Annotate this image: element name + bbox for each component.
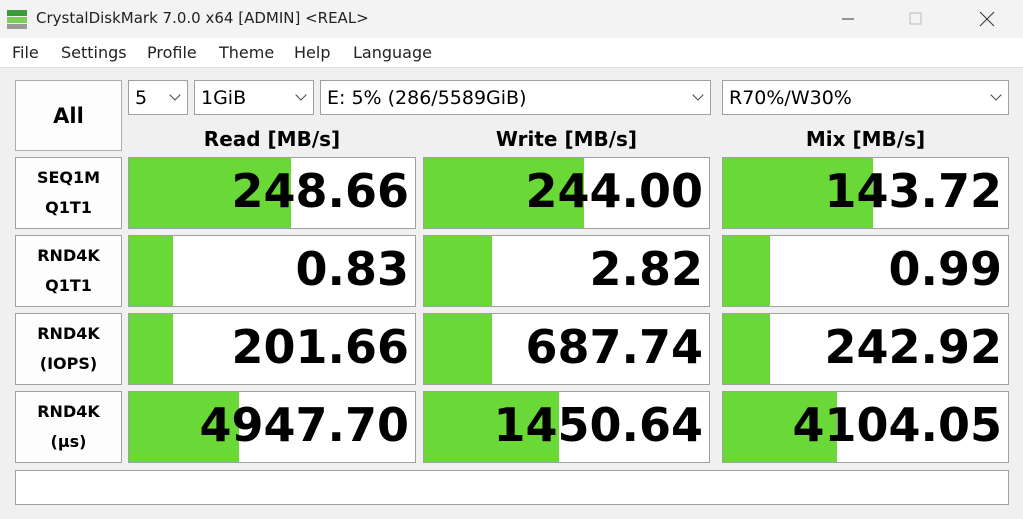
result-bar — [424, 158, 584, 228]
count-dropdown[interactable]: 5 — [128, 80, 188, 115]
count-value: 5 — [135, 87, 148, 109]
result-cell: 4947.70 — [128, 391, 416, 463]
column-header: Read [MB/s] — [203, 127, 341, 151]
window-controls[interactable] — [830, 10, 1010, 28]
result-bar — [723, 392, 837, 462]
result-value: 687.74 — [525, 320, 703, 374]
row-label-line: RND4K — [37, 324, 100, 343]
menu-item[interactable]: File — [12, 43, 39, 62]
result-bar — [723, 236, 770, 306]
menu-item[interactable]: Settings — [61, 43, 127, 62]
drive-dropdown[interactable]: E: 5% (286/5589GiB) — [320, 80, 711, 115]
result-bar — [723, 158, 873, 228]
row-label-line: (μs) — [50, 432, 87, 451]
result-value: 242.92 — [824, 320, 1002, 374]
result-bar — [129, 158, 291, 228]
result-cell: 242.92 — [722, 313, 1009, 385]
result-bar — [424, 236, 492, 306]
row-label: SEQ1M Q1T1 — [15, 157, 122, 229]
title-bar: CrystalDiskMark 7.0.0 x64 [ADMIN] <REAL> — [0, 0, 1023, 38]
row-label-line: Q1T1 — [45, 198, 92, 217]
size-value: 1GiB — [201, 87, 247, 109]
column-header: Mix [MB/s] — [805, 127, 926, 151]
result-cell: 201.66 — [128, 313, 416, 385]
result-bar — [129, 392, 239, 462]
result-cell: 687.74 — [423, 313, 710, 385]
result-cell: 248.66 — [128, 157, 416, 229]
menu-item[interactable]: Language — [353, 43, 432, 62]
result-bar — [129, 236, 173, 306]
comment-box[interactable] — [15, 470, 1009, 505]
result-cell: 4104.05 — [722, 391, 1009, 463]
result-value: 143.72 — [824, 164, 1002, 218]
column-header: Write [MB/s] — [495, 127, 638, 151]
row-label-line: RND4K — [37, 402, 100, 421]
menu-item[interactable]: Theme — [219, 43, 275, 62]
result-value: 4104.05 — [792, 398, 1002, 452]
app-icon — [7, 10, 27, 29]
row-label-line: (IOPS) — [39, 354, 98, 373]
row-label: RND4K (IOPS) — [15, 313, 122, 385]
result-cell: 244.00 — [423, 157, 710, 229]
window-title: CrystalDiskMark 7.0.0 x64 [ADMIN] <REAL> — [36, 9, 369, 27]
result-value: 244.00 — [525, 164, 703, 218]
row-label: RND4K (μs) — [15, 391, 122, 463]
result-bar — [424, 392, 559, 462]
result-cell: 1450.64 — [423, 391, 710, 463]
row-label-line: RND4K — [37, 246, 100, 265]
mix-dropdown[interactable]: R70%/W30% — [722, 80, 1009, 115]
result-bar — [129, 314, 173, 384]
all-button[interactable]: All — [15, 80, 122, 151]
result-cell: 143.72 — [722, 157, 1009, 229]
result-value: 0.99 — [888, 242, 1003, 296]
size-dropdown[interactable]: 1GiB — [194, 80, 314, 115]
row-label-line: SEQ1M — [36, 168, 101, 187]
menu-item[interactable]: Profile — [147, 43, 197, 62]
result-cell: 2.82 — [423, 235, 710, 307]
result-value: 1450.64 — [493, 398, 703, 452]
result-cell: 0.99 — [722, 235, 1009, 307]
result-value: 201.66 — [231, 320, 409, 374]
result-bar — [424, 314, 492, 384]
result-value: 4947.70 — [199, 398, 409, 452]
result-value: 0.83 — [295, 242, 410, 296]
result-cell: 0.83 — [128, 235, 416, 307]
mix-value: R70%/W30% — [729, 87, 852, 109]
result-bar — [723, 314, 770, 384]
result-value: 248.66 — [231, 164, 409, 218]
result-value: 2.82 — [589, 242, 704, 296]
row-label: RND4K Q1T1 — [15, 235, 122, 307]
row-label-line: Q1T1 — [45, 276, 92, 295]
drive-value: E: 5% (286/5589GiB) — [327, 87, 527, 109]
menu-item[interactable]: Help — [294, 43, 331, 62]
menu-bar: File Settings Profile Theme Help Language — [0, 38, 1023, 68]
